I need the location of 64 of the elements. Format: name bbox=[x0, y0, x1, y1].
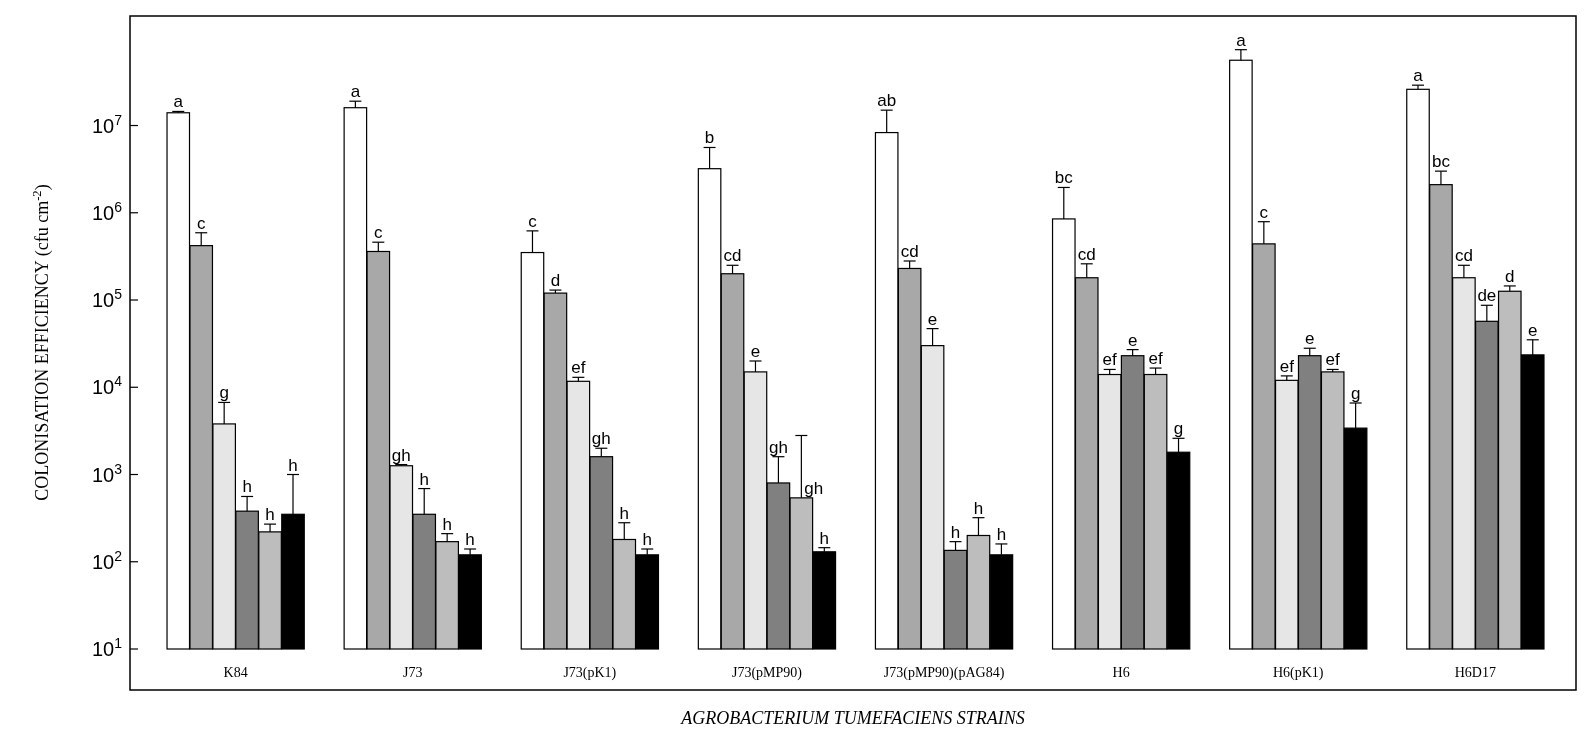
y-tick-label: 10$^{4}$ bbox=[91, 373, 123, 399]
data-label: g bbox=[1173, 419, 1184, 439]
data-label: h bbox=[619, 503, 629, 523]
data-label: g bbox=[1350, 384, 1361, 403]
data-label: b bbox=[704, 128, 715, 148]
data-label: d bbox=[1505, 266, 1515, 286]
y-tick-label: 10$^{5}$ bbox=[91, 286, 123, 312]
data-label: bc bbox=[1054, 168, 1074, 188]
y-tick-label: 10$^{3}$ bbox=[91, 460, 123, 486]
data-label: h bbox=[642, 530, 652, 549]
data-label: a bbox=[350, 82, 361, 102]
data-label: cd bbox=[1454, 246, 1473, 266]
data-label: cd bbox=[900, 242, 919, 261]
data-label: d bbox=[550, 271, 561, 291]
data-label: h bbox=[465, 530, 475, 549]
x-axis-title: AGROBACTERIUM TUMEFACIENS STRAINS bbox=[680, 708, 1025, 728]
x-tick-label: J73(pMP90)(pAG84) bbox=[883, 665, 1005, 681]
data-label: a bbox=[1236, 30, 1247, 50]
y-tick-label: 10$^{1}$ bbox=[91, 635, 123, 660]
data-label: ef bbox=[1148, 349, 1163, 369]
data-label: e bbox=[927, 309, 938, 329]
data-label: e bbox=[1305, 329, 1315, 349]
data-label: ef bbox=[1325, 350, 1341, 370]
data-label: h bbox=[419, 469, 429, 489]
x-tick-label: K84 bbox=[223, 665, 248, 680]
x-tick-label: H6(pK1) bbox=[1272, 665, 1324, 681]
data-label: h bbox=[442, 514, 452, 534]
data-label: h bbox=[950, 522, 961, 542]
data-label: c bbox=[196, 213, 206, 233]
data-label: h bbox=[973, 498, 984, 518]
data-label: e bbox=[1528, 320, 1538, 340]
data-label: g bbox=[219, 383, 229, 403]
data-label: cd bbox=[1077, 244, 1096, 264]
y-tick-label: 10$^{7}$ bbox=[91, 111, 123, 137]
x-tick-label: H6D17 bbox=[1454, 665, 1496, 680]
data-label: gh bbox=[591, 429, 611, 449]
data-label: h bbox=[288, 455, 298, 475]
data-label: gh bbox=[768, 437, 788, 457]
data-label: ef bbox=[1102, 350, 1118, 370]
data-label: a bbox=[1413, 66, 1424, 86]
x-tick-label: J73(pK1) bbox=[563, 665, 617, 681]
data-label: c bbox=[1259, 202, 1269, 222]
data-label: gh bbox=[804, 478, 824, 498]
data-label: c bbox=[374, 223, 384, 243]
data-label: ef bbox=[1279, 356, 1295, 376]
data-label: h bbox=[819, 528, 830, 548]
data-label: a bbox=[173, 92, 184, 112]
data-label: bc bbox=[1431, 152, 1451, 172]
x-tick-label: J73(pMP90) bbox=[731, 665, 803, 681]
data-label: ab bbox=[877, 91, 897, 111]
data-label: gh bbox=[391, 445, 411, 465]
data-label: e bbox=[1127, 330, 1138, 350]
data-label: de bbox=[1477, 286, 1497, 306]
y-tick-label: 10$^{2}$ bbox=[91, 547, 123, 573]
data-label: e bbox=[750, 342, 761, 361]
data-label: cd bbox=[723, 246, 742, 266]
y-tick-label: 10$^{6}$ bbox=[91, 198, 123, 224]
data-label: h bbox=[242, 477, 252, 497]
data-label: h bbox=[996, 524, 1007, 544]
x-tick-label: H6 bbox=[1112, 665, 1130, 680]
data-label: h bbox=[265, 505, 275, 525]
data-label: c bbox=[528, 211, 538, 231]
data-label: ef bbox=[571, 358, 586, 378]
x-tick-label: J73 bbox=[403, 665, 423, 680]
